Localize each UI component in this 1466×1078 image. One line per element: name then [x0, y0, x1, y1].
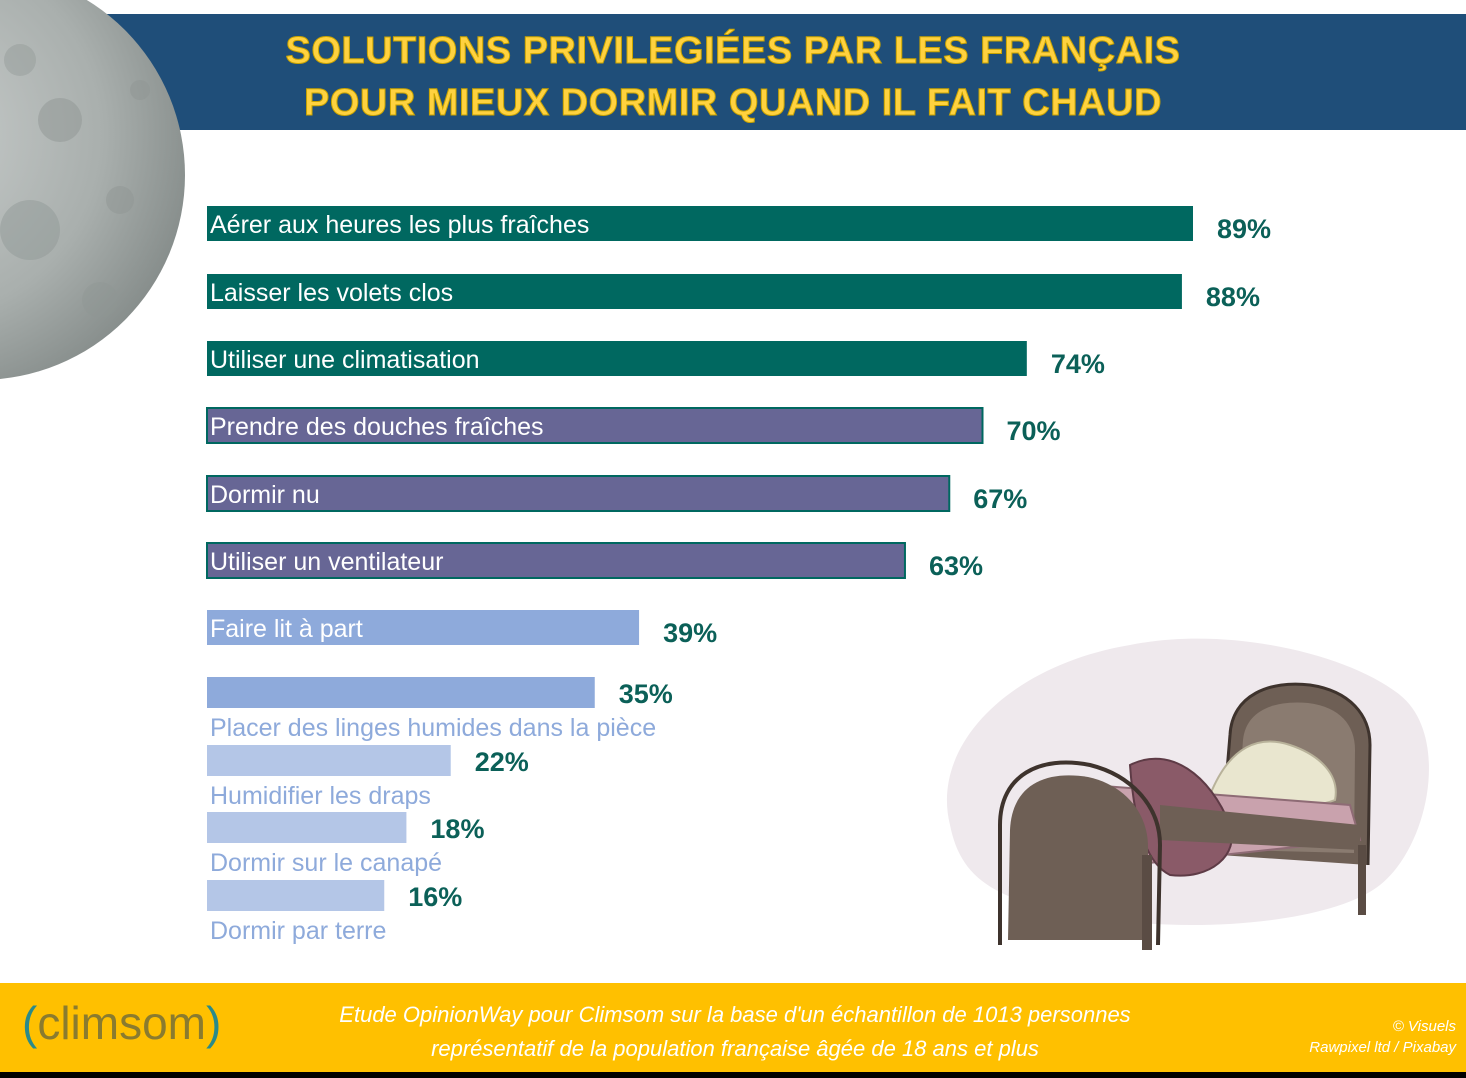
footer-band: [0, 983, 1466, 1072]
bed-illustration: [946, 638, 1429, 950]
value-label-9: 22%: [475, 747, 529, 777]
bar-chart: Aérer aux heures les plus fraîches 89% Lai…: [206, 206, 1271, 945]
category-label-11: Dormir par terre: [210, 917, 386, 945]
category-label-10: Dormir sur le canapé: [210, 849, 442, 877]
value-label-2: 88%: [1206, 282, 1260, 312]
value-label-10: 18%: [430, 814, 484, 844]
footer-border: [0, 1072, 1466, 1078]
value-label-11: 16%: [408, 882, 462, 912]
bar-10: [207, 812, 407, 843]
category-label-5: Dormir nu: [210, 481, 320, 509]
category-label-8: Placer des linges humides dans la pièce: [210, 714, 656, 742]
image-credit: © Visuels Rawpixel ltd / Pixabay: [1309, 1016, 1456, 1058]
credit-line-2: Rawpixel ltd / Pixabay: [1309, 1039, 1456, 1056]
chart-title-line-1: SOLUTIONS PRIVILEGIÉES PAR LES FRANÇAIS: [285, 30, 1181, 73]
source-line-2: représentatif de la population française…: [431, 1036, 1039, 1061]
bar-11: [207, 880, 385, 911]
bar-3: [207, 341, 1027, 376]
value-label-4: 70%: [1007, 416, 1061, 446]
credit-line-1: © Visuels: [1392, 1018, 1456, 1035]
bar-6: [206, 542, 906, 579]
category-label-9: Humidifier les draps: [210, 782, 431, 810]
bar-4: [206, 407, 984, 444]
category-label-4: Prendre des douches fraîches: [210, 413, 544, 441]
logo-text: climsom: [37, 997, 206, 1049]
value-label-3: 74%: [1051, 349, 1105, 379]
source-line-1: Etude OpinionWay pour Climsom sur la bas…: [339, 1002, 1131, 1027]
category-label-2: Laisser les volets clos: [210, 279, 453, 307]
category-label-1: Aérer aux heures les plus fraîches: [210, 211, 589, 239]
bar-1: [207, 206, 1193, 241]
bar-9: [207, 745, 451, 776]
bar-2: [207, 274, 1182, 309]
category-label-7: Faire lit à part: [210, 615, 363, 643]
category-label-6: Utiliser un ventilateur: [210, 548, 443, 576]
value-label-7: 39%: [663, 618, 717, 648]
value-label-8: 35%: [619, 679, 673, 709]
value-label-1: 89%: [1217, 214, 1271, 244]
climsom-logo[interactable]: (climsom): [22, 997, 222, 1049]
bar-5: [206, 475, 951, 512]
chart-title-line-2: POUR MIEUX DORMIR QUAND IL FAIT CHAUD: [303, 82, 1163, 125]
category-label-3: Utiliser une climatisation: [210, 346, 480, 374]
title-banner: [0, 14, 1466, 130]
value-label-6: 63%: [929, 551, 983, 581]
bar-8: [207, 677, 595, 708]
value-label-5: 67%: [973, 484, 1027, 514]
bar-7: [207, 610, 640, 645]
study-source-note: Etude OpinionWay pour Climsom sur la bas…: [270, 998, 1200, 1066]
moon-illustration: [0, 0, 185, 379]
